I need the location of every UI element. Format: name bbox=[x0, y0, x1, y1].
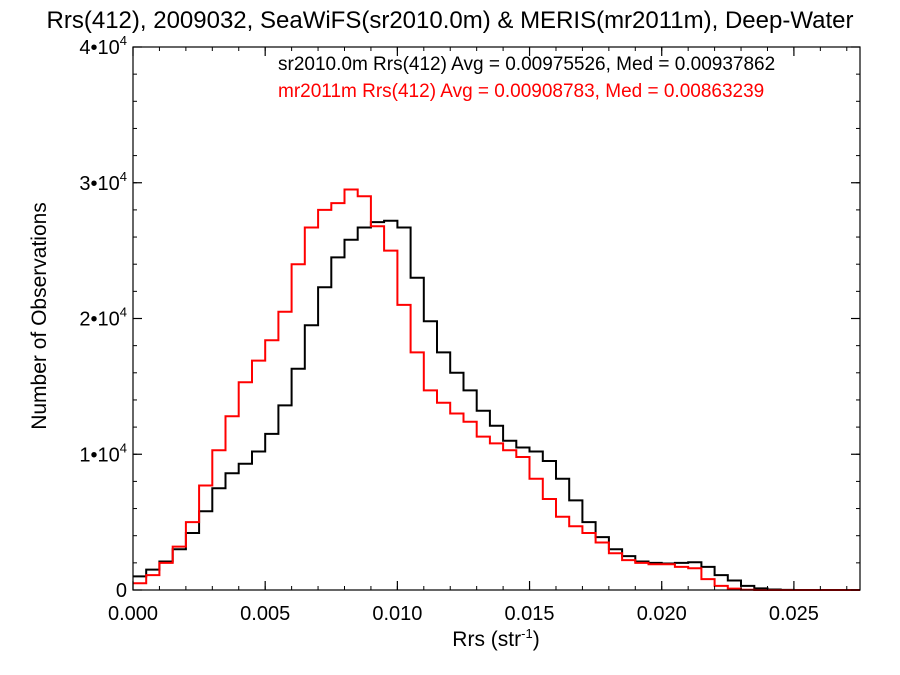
y-tick-label: 2•104 bbox=[79, 305, 127, 331]
x-tick-label: 0.010 bbox=[372, 603, 422, 625]
x-tick-label: 0.005 bbox=[240, 603, 290, 625]
x-tick-label: 0.015 bbox=[505, 603, 555, 625]
y-tick-label: 3•104 bbox=[79, 169, 127, 195]
y-tick-label: 1•104 bbox=[79, 440, 127, 466]
y-tick-label: 0 bbox=[116, 580, 127, 602]
x-axis-label: Rrs (str-1) bbox=[452, 626, 539, 651]
y-axis-label: Number of Observations bbox=[28, 202, 51, 430]
y-tick-label: 4•104 bbox=[79, 33, 127, 59]
series-line-mr2011m bbox=[133, 188, 860, 591]
series-annotation-sr2010: sr2010.0m Rrs(412) Avg = 0.00975526, Med… bbox=[278, 54, 775, 75]
x-tick-label: 0.025 bbox=[769, 603, 819, 625]
series-line-sr2010.0m bbox=[133, 219, 860, 591]
chart-title: Rrs(412), 2009032, SeaWiFS(sr2010.0m) & … bbox=[47, 7, 854, 34]
x-tick-label: 0.020 bbox=[637, 603, 687, 625]
x-tick-label: 0.000 bbox=[108, 603, 158, 625]
series-annotation-mr2011: mr2011m Rrs(412) Avg = 0.00908783, Med =… bbox=[278, 81, 764, 102]
